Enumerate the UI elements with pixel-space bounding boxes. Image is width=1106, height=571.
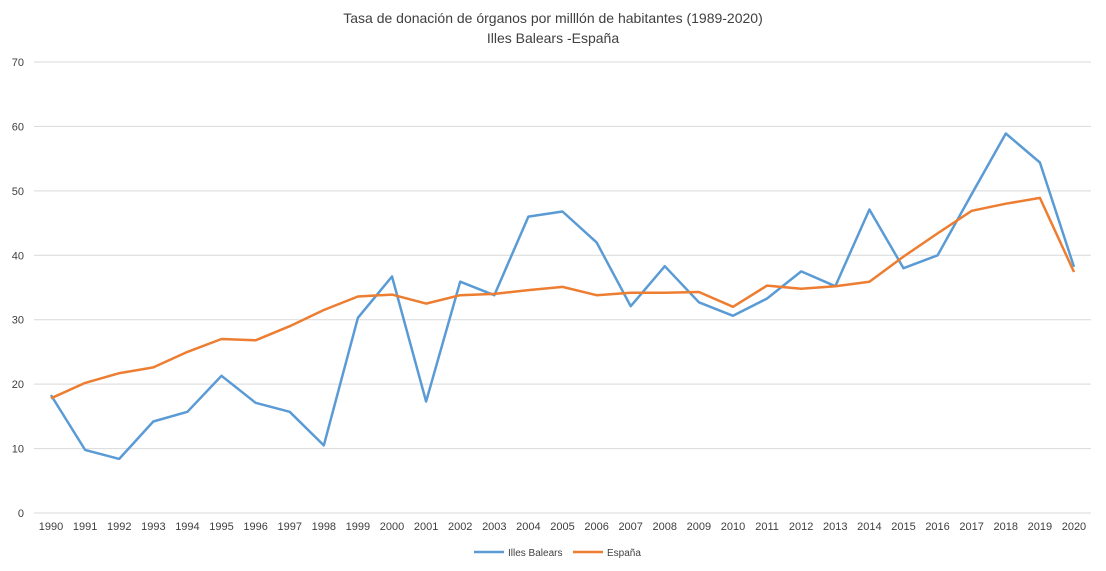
legend-label-illes-balears: Illes Balears <box>508 548 562 559</box>
x-tick-label: 2007 <box>618 521 642 533</box>
x-tick-label: 2015 <box>891 521 915 533</box>
chart-title: Tasa de donación de órganos por milllón … <box>343 10 763 26</box>
x-tick-label: 2005 <box>550 521 574 533</box>
y-tick-label: 10 <box>12 444 24 456</box>
x-tick-label: 2017 <box>959 521 983 533</box>
legend: Illes Balears España <box>474 548 641 559</box>
x-tick-label: 1999 <box>346 521 370 533</box>
x-tick-label: 2020 <box>1062 521 1086 533</box>
x-tick-label: 2010 <box>721 521 745 533</box>
x-tick-label: 1995 <box>209 521 233 533</box>
series-lines <box>49 132 1076 461</box>
y-tick-label: 30 <box>12 315 24 327</box>
x-tick-label: 1996 <box>243 521 267 533</box>
x-tick-label: 2013 <box>823 521 847 533</box>
y-axis-ticks: 0 10 20 30 40 50 60 70 <box>12 57 24 520</box>
x-tick-label: 1994 <box>175 521 199 533</box>
x-tick-label: 1993 <box>141 521 165 533</box>
x-tick-label: 2012 <box>789 521 813 533</box>
x-tick-label: 1992 <box>107 521 131 533</box>
x-tick-label: 2016 <box>925 521 949 533</box>
x-tick-label: 1998 <box>312 521 336 533</box>
x-tick-label: 2001 <box>414 521 438 533</box>
y-tick-label: 70 <box>12 57 24 69</box>
x-tick-label: 2011 <box>755 521 779 533</box>
x-tick-label: 2006 <box>584 521 608 533</box>
chart-subtitle: Illes Balears -España <box>487 30 620 46</box>
y-tick-label: 60 <box>12 121 24 133</box>
x-tick-label: 2019 <box>1028 521 1052 533</box>
x-tick-label: 1997 <box>277 521 301 533</box>
y-tick-label: 50 <box>12 186 24 198</box>
x-tick-label: 2003 <box>482 521 506 533</box>
x-tick-label: 2009 <box>687 521 711 533</box>
x-tick-label: 1991 <box>73 521 97 533</box>
x-tick-label: 2018 <box>994 521 1018 533</box>
grid-lines <box>34 61 1091 514</box>
legend-label-espana: España <box>607 548 641 559</box>
y-tick-label: 20 <box>12 379 24 391</box>
x-axis-ticks: 1990 1991 1992 1993 1994 1995 1996 1997 1998 1999… <box>39 521 1086 533</box>
x-tick-label: 1990 <box>39 521 63 533</box>
x-tick-label: 2004 <box>516 521 540 533</box>
x-tick-label: 2002 <box>448 521 472 533</box>
y-tick-label: 40 <box>12 250 24 262</box>
y-tick-label: 0 <box>18 508 24 520</box>
x-tick-label: 2008 <box>653 521 677 533</box>
series-line-illes-balears <box>49 132 1076 461</box>
x-tick-label: 2000 <box>380 521 404 533</box>
series-line-espana <box>50 196 1076 400</box>
x-tick-label: 2014 <box>857 521 881 533</box>
